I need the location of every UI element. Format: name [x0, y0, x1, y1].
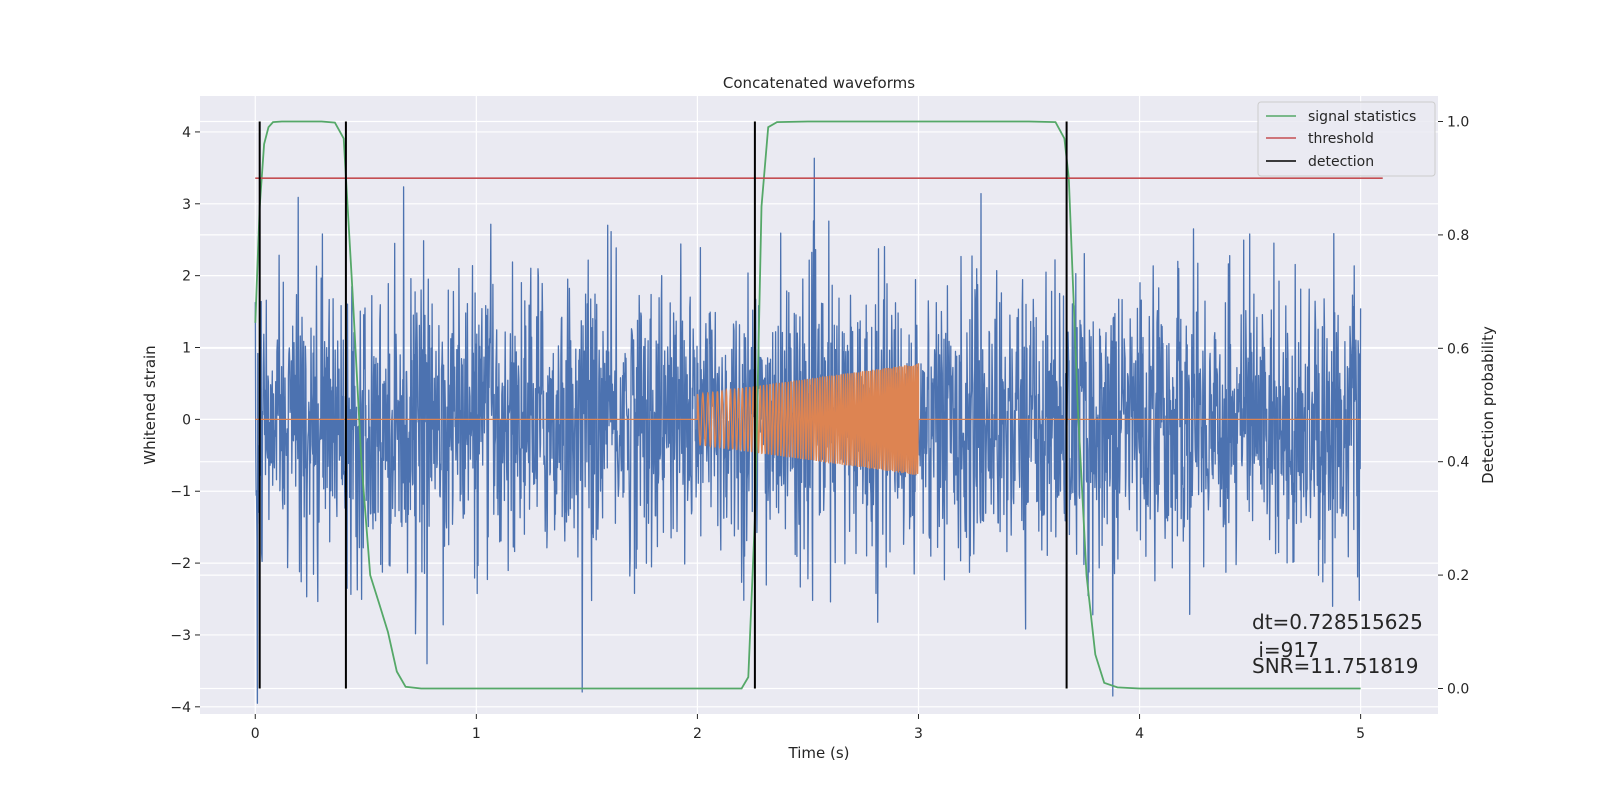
- right-axis-series: [254, 120, 1383, 690]
- y2-tick-label-5: 1.0: [1447, 115, 1469, 131]
- y2-tick-label-4: 0.8: [1447, 228, 1469, 244]
- legend-label-signal-statistics: signal statistics: [1308, 109, 1416, 125]
- x-tick-label-3: 3: [914, 726, 923, 742]
- y-axis-label: Whitened strain: [141, 345, 159, 464]
- y-tick-label-3: −1: [170, 484, 191, 500]
- y-tick-label-5: 1: [182, 341, 191, 357]
- y2-axis-label: Detection probability: [1479, 326, 1497, 484]
- y2-tick-label-1: 0.2: [1447, 568, 1469, 584]
- x-tick-label-4: 4: [1135, 726, 1144, 742]
- axis-ticks: 0 1 2 3 4 5 −4 −3 −2 −1 0 1 2 3 4 0.0 0.2 0.4 0.6 0.8 1.0: [170, 115, 1469, 742]
- x-axis-label: Time (s): [788, 744, 850, 762]
- y2-tick-label-0: 0.0: [1447, 681, 1469, 697]
- legend: signal statistics threshold detection: [1257, 101, 1436, 177]
- y-tick-label-0: −4: [170, 700, 191, 716]
- injected-waveform-series: [255, 363, 1361, 475]
- y2-tick-label-2: 0.4: [1447, 455, 1469, 471]
- y-tick-label-1: −3: [170, 628, 191, 644]
- x-tick-label-5: 5: [1356, 726, 1365, 742]
- legend-box: [1257, 101, 1436, 177]
- x-tick-label-0: 0: [251, 726, 260, 742]
- y-tick-label-8: 4: [182, 125, 191, 141]
- legend-label-threshold: threshold: [1308, 131, 1374, 147]
- y2-tick-label-3: 0.6: [1447, 341, 1469, 357]
- annotation-snr: SNR=11.751819: [1252, 654, 1418, 678]
- annotation-dt: dt=0.728515625: [1252, 610, 1423, 634]
- y-tick-label-6: 2: [182, 269, 191, 285]
- y-tick-label-4: 0: [182, 412, 191, 428]
- x-tick-label-2: 2: [693, 726, 702, 742]
- y-tick-label-2: −2: [170, 556, 191, 572]
- legend-label-detection: detection: [1308, 154, 1374, 170]
- signal-statistics-line: [254, 120, 1361, 690]
- annotation-index: i=917: [1252, 638, 1319, 662]
- x-tick-label-1: 1: [472, 726, 481, 742]
- y-tick-label-7: 3: [182, 197, 191, 213]
- chart-title: Concatenated waveforms: [723, 74, 915, 92]
- whitened-strain-series: [254, 157, 1362, 704]
